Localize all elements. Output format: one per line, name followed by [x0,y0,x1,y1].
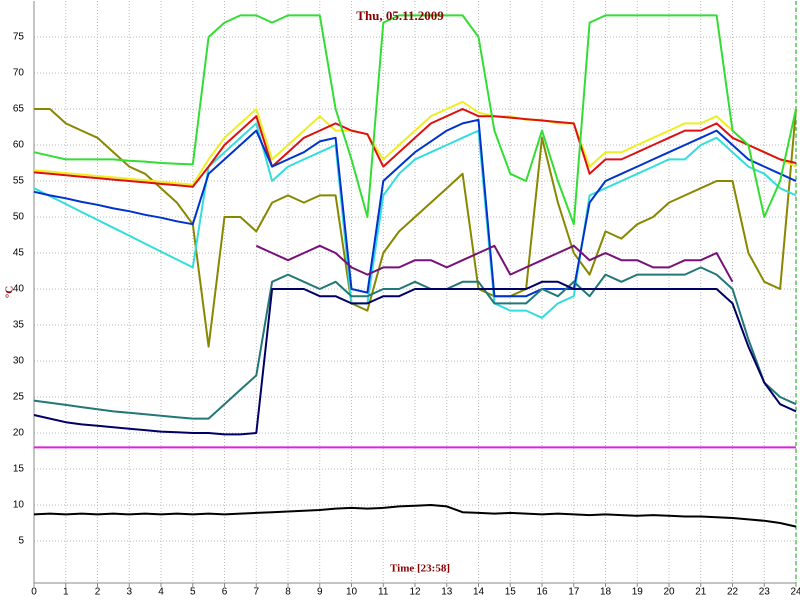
x-tick-label: 10 [346,587,358,598]
y-tick-label: 75 [13,32,25,43]
y-tick-label: 15 [13,464,25,475]
series-line [33,122,797,319]
series-line [33,280,797,436]
x-tick-label: 18 [600,587,612,598]
x-tick-label: 7 [253,587,259,598]
x-tick-label: 19 [632,587,644,598]
x-tick-label: 12 [409,587,421,598]
x-tick-label: 22 [727,587,739,598]
series-line [34,108,797,348]
series-line [33,108,797,188]
y-axis-label: °C [4,286,16,298]
x-tick-label: 1 [63,587,69,598]
y-tick-label: 65 [13,104,25,115]
x-tick-label: 21 [695,587,707,598]
y-tick-label: 45 [13,248,25,259]
y-tick-label: 30 [13,356,25,367]
x-tick-label: 20 [663,587,675,598]
y-tick-label: 70 [13,68,25,79]
series-line [33,118,797,298]
series-line [33,14,797,226]
y-tick-label: 60 [13,140,25,151]
x-tick-label: 15 [505,587,517,598]
x-tick-label: 13 [441,587,453,598]
x-tick-label: 0 [31,587,37,598]
y-tick-label: 40 [13,284,25,295]
x-tick-label: 23 [759,587,771,598]
chart-title: Thu, 05.11.2009 [356,8,444,23]
x-tick-label: 11 [378,587,389,598]
y-tick-label: 10 [13,500,25,511]
lines [33,14,797,528]
x-tick-label: 2 [95,587,101,598]
x-tick-label: 4 [158,587,164,598]
x-tick-label: 5 [190,587,196,598]
x-tick-label: 6 [222,587,228,598]
series-line [255,244,734,283]
y-tick-label: 25 [13,392,25,403]
x-tick-label: 3 [126,587,132,598]
x-tick-label: 8 [285,587,291,598]
x-tick-label: 14 [473,587,485,598]
y-tick-label: 55 [13,176,25,187]
x-axis-label: Time [23:58] [390,563,450,575]
y-tick-label: 5 [18,536,24,547]
x-tick-label: 16 [536,587,548,598]
series-line [33,266,797,420]
y-tick-label: 35 [13,320,25,331]
y-tick-label: 50 [13,212,25,223]
x-tick-label: 24 [790,587,800,598]
series-line [33,100,797,186]
x-tick-label: 9 [317,587,323,598]
series-line [33,504,797,528]
x-tick-label: 17 [568,587,580,598]
y-tick-label: 20 [13,428,25,439]
